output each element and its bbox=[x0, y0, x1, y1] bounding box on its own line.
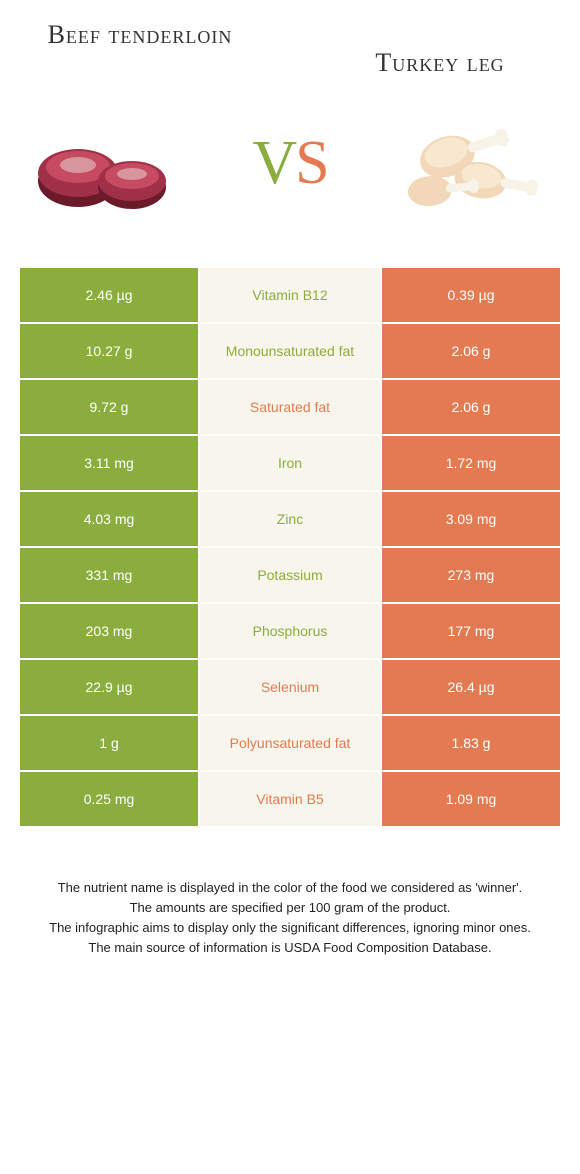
table-row: 0.25 mgVitamin B51.09 mg bbox=[20, 772, 560, 828]
left-value: 4.03 mg bbox=[20, 492, 200, 546]
nutrient-label: Potassium bbox=[200, 548, 380, 602]
table-row: 9.72 gSaturated fat2.06 g bbox=[20, 380, 560, 436]
footer-line-3: The infographic aims to display only the… bbox=[30, 918, 550, 938]
right-value: 1.72 mg bbox=[380, 436, 560, 490]
right-value: 26.4 µg bbox=[380, 660, 560, 714]
hero-row: VS bbox=[0, 78, 580, 258]
left-value: 3.11 mg bbox=[20, 436, 200, 490]
nutrient-label: Iron bbox=[200, 436, 380, 490]
nutrient-label: Vitamin B12 bbox=[200, 268, 380, 322]
turkey-image bbox=[390, 103, 550, 223]
left-value: 2.46 µg bbox=[20, 268, 200, 322]
left-value: 203 mg bbox=[20, 604, 200, 658]
right-value: 2.06 g bbox=[380, 324, 560, 378]
left-value: 9.72 g bbox=[20, 380, 200, 434]
left-value: 0.25 mg bbox=[20, 772, 200, 826]
footer-line-4: The main source of information is USDA F… bbox=[30, 938, 550, 958]
right-value: 1.83 g bbox=[380, 716, 560, 770]
table-row: 2.46 µgVitamin B120.39 µg bbox=[20, 268, 560, 324]
right-value: 177 mg bbox=[380, 604, 560, 658]
nutrient-label: Zinc bbox=[200, 492, 380, 546]
right-value: 2.06 g bbox=[380, 380, 560, 434]
left-value: 10.27 g bbox=[20, 324, 200, 378]
nutrient-label: Monounsaturated fat bbox=[200, 324, 380, 378]
header: Beef tenderloin Turkey leg bbox=[0, 0, 580, 78]
right-value: 1.09 mg bbox=[380, 772, 560, 826]
nutrient-label: Saturated fat bbox=[200, 380, 380, 434]
vs-v: V bbox=[252, 129, 295, 197]
vs-label: VS bbox=[252, 128, 327, 199]
table-row: 331 mgPotassium273 mg bbox=[20, 548, 560, 604]
right-value: 3.09 mg bbox=[380, 492, 560, 546]
right-food-title: Turkey leg bbox=[340, 48, 540, 78]
footer-notes: The nutrient name is displayed in the co… bbox=[30, 878, 550, 959]
nutrient-label: Vitamin B5 bbox=[200, 772, 380, 826]
left-value: 331 mg bbox=[20, 548, 200, 602]
table-row: 10.27 gMonounsaturated fat2.06 g bbox=[20, 324, 560, 380]
vs-s: S bbox=[295, 129, 327, 197]
nutrient-label: Phosphorus bbox=[200, 604, 380, 658]
nutrient-label: Selenium bbox=[200, 660, 380, 714]
table-row: 3.11 mgIron1.72 mg bbox=[20, 436, 560, 492]
footer-line-1: The nutrient name is displayed in the co… bbox=[30, 878, 550, 898]
table-row: 203 mgPhosphorus177 mg bbox=[20, 604, 560, 660]
left-food-title: Beef tenderloin bbox=[40, 20, 240, 50]
table-row: 1 gPolyunsaturated fat1.83 g bbox=[20, 716, 560, 772]
nutrient-label: Polyunsaturated fat bbox=[200, 716, 380, 770]
beef-image bbox=[30, 103, 190, 223]
right-value: 273 mg bbox=[380, 548, 560, 602]
left-value: 22.9 µg bbox=[20, 660, 200, 714]
right-value: 0.39 µg bbox=[380, 268, 560, 322]
left-value: 1 g bbox=[20, 716, 200, 770]
nutrient-table: 2.46 µgVitamin B120.39 µg10.27 gMonounsa… bbox=[20, 268, 560, 828]
table-row: 22.9 µgSelenium26.4 µg bbox=[20, 660, 560, 716]
footer-line-2: The amounts are specified per 100 gram o… bbox=[30, 898, 550, 918]
table-row: 4.03 mgZinc3.09 mg bbox=[20, 492, 560, 548]
